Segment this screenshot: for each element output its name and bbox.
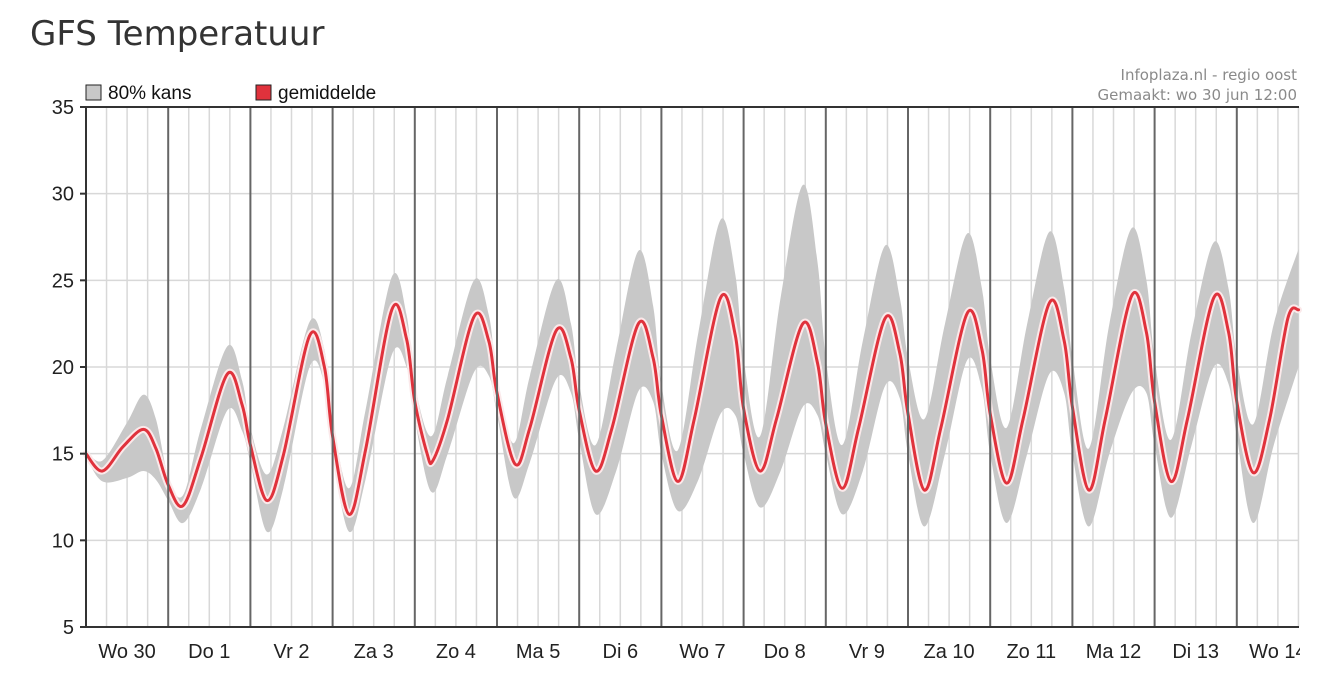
x-tick-label: Di 6 (603, 641, 639, 663)
x-tick-label: Ma 5 (516, 641, 560, 663)
x-tick-label: Vr 9 (849, 641, 885, 663)
credit-made: Gemaakt: wo 30 jun 12:00 (1098, 86, 1297, 104)
y-tick-label: 15 (52, 444, 74, 466)
x-tick-label: Vr 2 (274, 641, 310, 663)
x-tick-label: Zo 4 (436, 641, 476, 663)
credit: Infoplaza.nl - regio oost Gemaakt: wo 30… (1098, 66, 1298, 104)
x-tick-label: Di 13 (1172, 641, 1219, 663)
legend-mean-swatch (255, 84, 272, 101)
legend-band-swatch (85, 84, 102, 101)
credit-source: Infoplaza.nl - regio oost (1121, 66, 1298, 84)
x-tick-label: Za 10 (924, 641, 975, 663)
x-tick-label: Do 1 (188, 641, 230, 663)
y-tick-label: 35 (52, 97, 74, 119)
mean-line-path (84, 291, 1300, 516)
y-tick-label: 20 (52, 357, 74, 379)
x-tick-label: Wo 30 (98, 641, 155, 663)
y-tick-label: 5 (63, 617, 74, 639)
page-title: GFS Temperatuur (30, 14, 325, 54)
y-tick-label: 10 (52, 530, 74, 552)
legend-mean-label: gemiddelde (278, 83, 376, 104)
x-tick-label: Do 8 (764, 641, 806, 663)
x-tick-label: Zo 11 (1006, 641, 1056, 663)
x-tick-label: Za 3 (354, 641, 394, 663)
x-tick-label: Wo 7 (679, 641, 725, 663)
legend: 80% kans gemiddelde (85, 83, 376, 104)
y-tick-label: 25 (52, 270, 74, 292)
x-tick-label: Wo 14 (1249, 641, 1306, 663)
x-tick-label: Ma 12 (1086, 641, 1142, 663)
mean-line (82, 289, 1302, 518)
x-axis: Wo 30 Do 1 Vr 2 Za 3 Zo 4 Ma 5 Di 6 Wo 7 Do 8 Vr … (98, 641, 1306, 663)
y-axis: 5 10 15 20 25 30 35 (52, 97, 86, 639)
y-tick-label: 30 (52, 184, 74, 206)
legend-band-label: 80% kans (108, 83, 191, 104)
